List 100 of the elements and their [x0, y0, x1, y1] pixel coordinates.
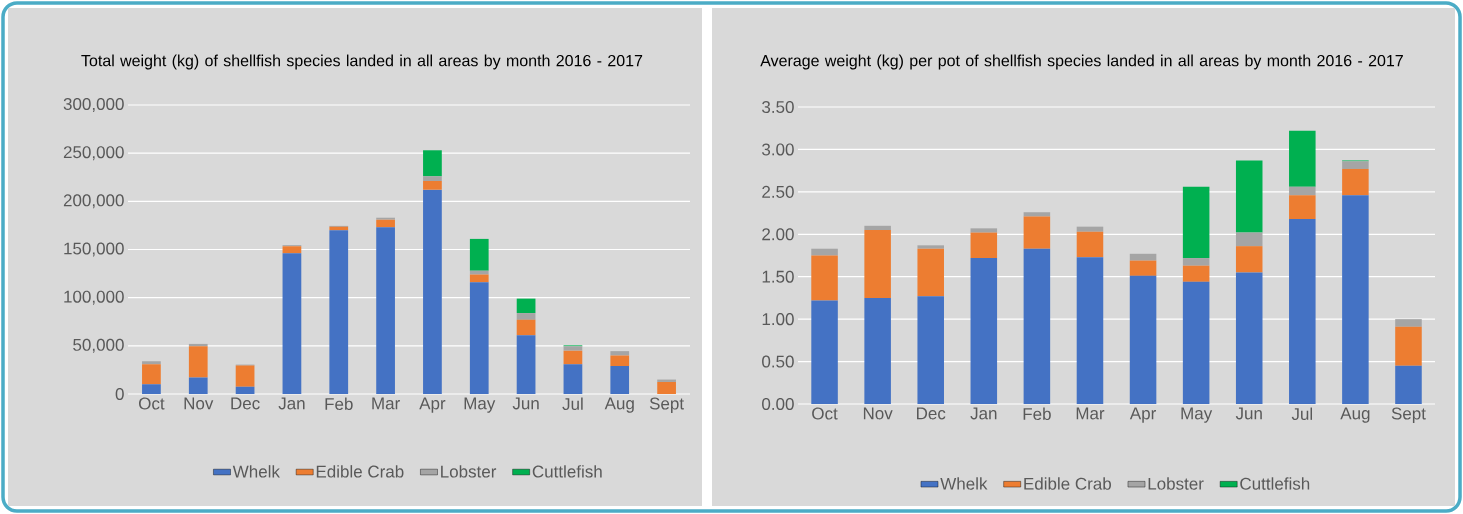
bar [811, 300, 838, 404]
x-tick-label: Apr [419, 397, 446, 413]
bar [864, 225, 891, 231]
bar [917, 296, 944, 404]
bar [376, 227, 395, 394]
y-tick-label: 1.00 [762, 313, 794, 326]
x-tick-label: Dec [917, 407, 946, 420]
bar [864, 297, 891, 404]
y-tick-label: 300,000 [63, 97, 124, 113]
bar [610, 366, 630, 394]
legend-label: Cuttlefish [532, 465, 602, 478]
x-tick-label: Jul [562, 397, 583, 411]
legend-label: Edible Crab [316, 465, 404, 478]
x-tick-label: Sept [649, 397, 684, 413]
bar [516, 319, 536, 336]
bar [811, 248, 838, 256]
bar [657, 381, 676, 394]
x-tick-label: Apr [1129, 407, 1156, 423]
bar [970, 258, 998, 404]
bar [469, 270, 489, 275]
x-tick-label: Mar [1076, 407, 1105, 420]
x-tick-label: Jan [970, 407, 997, 420]
x-tick-label: Aug [1340, 407, 1370, 423]
bar [1182, 258, 1210, 266]
bar [423, 181, 442, 190]
bar [376, 219, 395, 228]
bar [1076, 226, 1104, 232]
y-tick-label: 100,000 [64, 290, 124, 305]
x-tick-label: Mar [372, 397, 400, 410]
bar [423, 150, 442, 177]
bar [1289, 195, 1316, 220]
bar [610, 355, 630, 367]
bar [423, 176, 442, 182]
bar [563, 350, 583, 365]
bar [970, 232, 998, 259]
bar [188, 377, 208, 394]
bar [1342, 168, 1369, 196]
y-tick-label: 0.50 [762, 355, 794, 368]
x-tick-label: Jul [1291, 407, 1313, 421]
bar [1129, 260, 1157, 276]
y-tick-label: 200,000 [63, 194, 124, 209]
y-tick-label: 50,000 [73, 338, 124, 353]
bar [235, 365, 255, 387]
x-tick-label: Feb [325, 397, 353, 411]
x-tick-label: Oct [812, 407, 838, 420]
bar [1129, 253, 1157, 261]
bar [1395, 365, 1422, 404]
bar [516, 335, 536, 394]
bar [142, 364, 161, 385]
x-tick-label: May [464, 397, 496, 413]
x-tick-label: Dec [231, 397, 260, 410]
chart-title: Total weight (kg) of shellfish species landed in all areas by month 2016 - 2017 [81, 54, 643, 70]
bar [1235, 232, 1263, 247]
legend-label: Lobster [1148, 477, 1204, 490]
bar [917, 245, 944, 249]
bar [563, 346, 583, 351]
y-tick-label: 0.00 [762, 397, 794, 411]
bar [864, 230, 891, 298]
bar [282, 246, 302, 254]
y-tick-label: 250,000 [63, 146, 124, 161]
bar [1023, 248, 1051, 404]
legend-label: Whelk [940, 477, 988, 490]
legend-label: Cuttlefish [1240, 477, 1310, 490]
y-tick-label: 3.50 [762, 100, 794, 114]
legend-label: Lobster [441, 465, 497, 478]
x-tick-label: Jun [512, 397, 539, 410]
bar [1289, 219, 1316, 404]
x-tick-label: Oct [139, 397, 165, 410]
bar [1235, 160, 1263, 233]
legend-label: Edible Crab [1024, 477, 1112, 490]
bar [1076, 231, 1104, 258]
bar [329, 230, 349, 394]
bar [469, 282, 489, 394]
y-tick-label: 2.00 [762, 228, 794, 241]
bar [423, 189, 442, 394]
bar [917, 248, 944, 297]
y-tick-label: 1.50 [762, 270, 794, 283]
bar [811, 255, 838, 301]
bar [563, 364, 583, 394]
bar [1076, 257, 1104, 404]
legend-label: Whelk [232, 465, 280, 478]
bar [1235, 246, 1263, 273]
bar [1182, 186, 1210, 259]
bar [142, 361, 161, 365]
x-tick-label: Feb [1023, 407, 1051, 421]
bar [516, 298, 536, 314]
x-tick-label: Nov [863, 407, 893, 420]
x-tick-label: Jan [278, 397, 305, 410]
bar [1289, 186, 1316, 196]
bar [1289, 130, 1316, 187]
x-tick-label: Aug [604, 397, 634, 413]
y-tick-label: 0 [115, 387, 124, 401]
bar [469, 238, 489, 271]
chart-title: Average weight (kg) per pot of shellfish species landed in all areas by month 2016 - 2017 [760, 54, 1403, 70]
bar [1395, 319, 1422, 327]
bar [1395, 326, 1422, 366]
x-tick-label: Jun [1235, 407, 1262, 420]
bar [235, 386, 255, 394]
x-tick-label: Nov [184, 397, 214, 410]
bar [610, 351, 630, 356]
